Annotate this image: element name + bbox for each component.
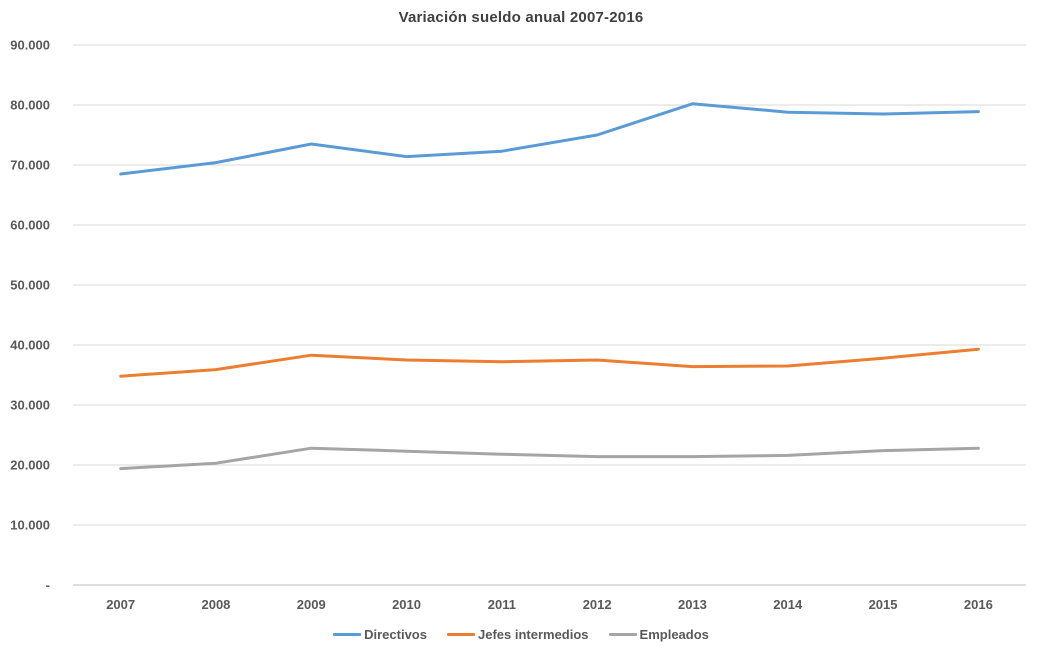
y-tick-label-20000: 20.000 [10,458,50,473]
legend-label: Directivos [364,626,427,642]
legend-line-icon [446,632,475,636]
y-tick-label-30000: 30.000 [10,398,50,413]
legend-item-directivos: Directivos [333,627,427,642]
x-tick-label-2007: 2007 [106,597,135,612]
x-tick-label-2013: 2013 [678,597,707,612]
x-tick-label-2014: 2014 [773,597,803,612]
series-line-directivos [119,102,980,176]
x-tick-label-2010: 2010 [392,597,421,612]
y-tick-label-40000: 40.000 [10,338,50,353]
y-tick-label-60000: 60.000 [10,218,50,233]
x-tick-label-2016: 2016 [964,597,993,612]
legend-item-jefes-intermedios: Jefes intermedios [446,626,589,642]
x-tick-label-2012: 2012 [583,597,612,612]
x-tick-label-2008: 2008 [201,597,230,612]
x-tick-label-2009: 2009 [297,597,326,612]
legend-item-empleados: Empleados [608,626,709,642]
series-line-empleados [119,446,980,471]
series-line-jefes-intermedios [119,347,980,378]
y-tick-label-50000: 50.000 [10,278,50,293]
y-tick-label-70000: 70.000 [10,158,50,173]
x-tick-label-2011: 2011 [488,597,516,612]
y-tick-label-80000: 80.000 [10,98,50,113]
y-tick-label-90000: 90.000 [10,38,50,53]
legend-line-icon [608,632,637,636]
legend-label: Empleados [639,626,709,642]
y-tick-label-0: - [46,578,50,593]
legend-line-icon [333,632,362,636]
x-tick-label-2015: 2015 [869,597,898,612]
y-tick-label-10000: 10.000 [10,518,50,533]
chart-legend: Directivos Jefes intermedios Empleados [0,624,1042,644]
chart-title: Variación sueldo anual 2007-2016 [398,9,644,26]
legend-label: Jefes intermedios [477,626,589,642]
